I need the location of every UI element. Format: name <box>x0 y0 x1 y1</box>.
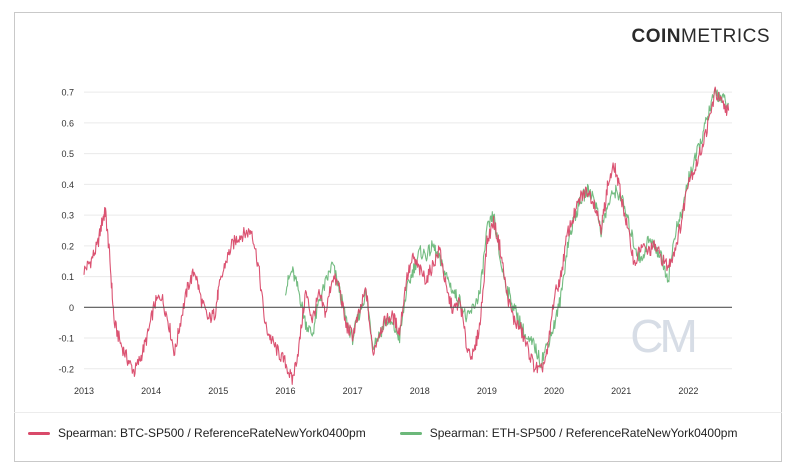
chart-card <box>14 12 782 462</box>
y-tick-label: -0.2 <box>58 364 74 374</box>
logo-text-coin: COIN <box>631 26 681 47</box>
watermark-text: CM <box>630 310 694 362</box>
legend-swatch-btc <box>28 431 50 435</box>
y-tick-label: 0.1 <box>61 272 74 282</box>
cm-watermark: CM <box>630 310 698 362</box>
x-tick-label: 2016 <box>275 386 295 396</box>
y-tick-label: 0.3 <box>61 211 74 221</box>
y-tick-label: 0.4 <box>61 180 74 190</box>
y-tick-label: 0.5 <box>61 149 74 159</box>
y-tick-label: 0.6 <box>61 118 74 128</box>
chart-legend: Spearman: BTC-SP500 / ReferenceRateNewYo… <box>28 426 737 440</box>
x-tick-label: 2013 <box>74 386 94 396</box>
logo-text-metrics: METRICS <box>681 26 770 47</box>
legend-divider <box>14 412 782 413</box>
y-tick-label: 0.2 <box>61 241 74 251</box>
legend-label-eth: Spearman: ETH-SP500 / ReferenceRateNewYo… <box>429 426 738 440</box>
legend-swatch-eth <box>399 431 422 435</box>
y-tick-label: 0 <box>69 303 74 313</box>
x-tick-label: 2015 <box>208 386 228 396</box>
legend-label-btc: Spearman: BTC-SP500 / ReferenceRateNewYo… <box>58 426 366 440</box>
x-tick-label: 2020 <box>544 386 564 396</box>
x-tick-label: 2014 <box>141 386 161 396</box>
x-tick-label: 2017 <box>343 386 363 396</box>
axes: -0.2 -0.1 0 0.1 0.2 0.3 0.4 0.5 0.6 0.7 2013 2014 20… <box>58 88 732 396</box>
legend-item-eth[interactable]: Spearman: ETH-SP500 / ReferenceRateNewYo… <box>399 426 738 440</box>
coinmetrics-logo: COINMETRICS <box>632 26 771 48</box>
x-tick-label: 2018 <box>410 386 430 396</box>
x-tick-label: 2019 <box>477 386 497 396</box>
y-tick-label: -0.1 <box>58 334 74 344</box>
x-tick-label: 2021 <box>611 386 631 396</box>
x-tick-label: 2022 <box>678 386 698 396</box>
legend-item-btc[interactable]: Spearman: BTC-SP500 / ReferenceRateNewYo… <box>28 426 366 440</box>
y-tick-label: 0.7 <box>61 88 74 98</box>
